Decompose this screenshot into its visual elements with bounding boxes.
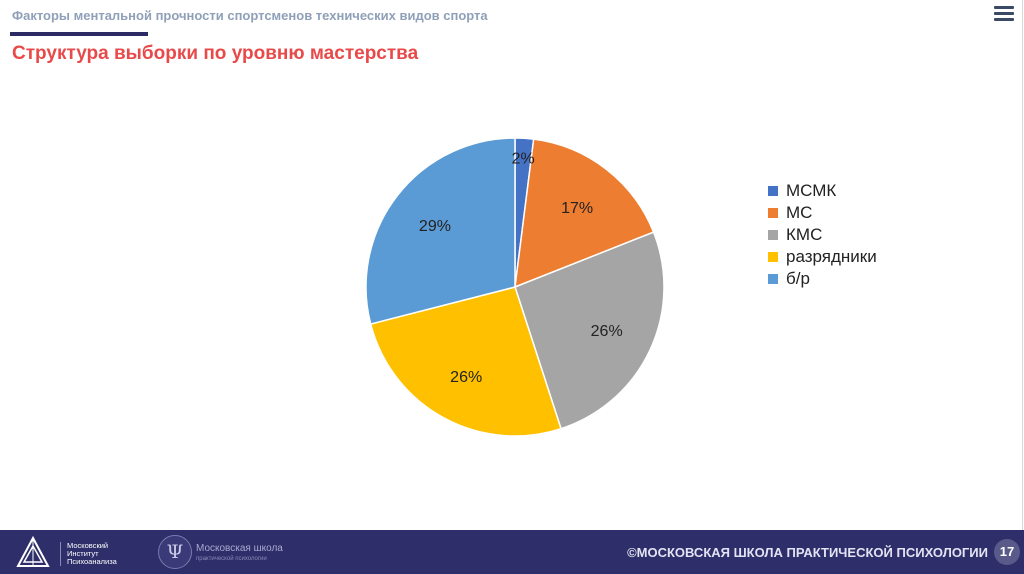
legend-swatch [768, 186, 778, 196]
slide-title: Структура выборки по уровню мастерства [12, 43, 419, 64]
legend-label: б/р [786, 269, 810, 288]
pie-data-label-4: 29% [419, 218, 451, 235]
legend-label: МС [786, 203, 813, 222]
footer: Московский Институт Психоанализа Ψ Моско… [0, 530, 1024, 574]
chart-legend: МСМК МС КМС разрядники б/р [768, 180, 877, 290]
pie-slice-2 [514, 231, 665, 430]
header-title: Факторы ментальной прочности спортсменов… [12, 8, 488, 23]
legend-item: МС [768, 202, 877, 224]
pie-data-label-3: 26% [450, 369, 482, 386]
logo1-text: Московский Институт Психоанализа [60, 542, 147, 566]
legend-swatch [768, 230, 778, 240]
pie-chart: 2% 17% 26% 26% 29% [365, 137, 665, 437]
psi-logo-icon: Ψ [158, 535, 192, 569]
pie-data-label-1: 17% [561, 200, 593, 217]
pie-data-label-2: 26% [591, 323, 623, 340]
triangle-logo-icon [16, 536, 50, 567]
copyright-text: ©МОСКОВСКАЯ ШКОЛА ПРАКТИЧЕСКОЙ ПСИХОЛОГИ… [627, 545, 988, 560]
legend-swatch [768, 252, 778, 262]
legend-swatch [768, 274, 778, 284]
legend-item: МСМК [768, 180, 877, 202]
legend-label: разрядники [786, 247, 877, 266]
logo2-text: Московская школа [196, 543, 283, 554]
legend-label: МСМК [786, 181, 837, 200]
legend-swatch [768, 208, 778, 218]
pie-slice-1 [514, 138, 655, 289]
legend-item: б/р [768, 268, 877, 290]
pie-slice-3 [369, 286, 562, 437]
pie-data-label-0: 2% [512, 151, 535, 168]
header-underline [10, 32, 148, 36]
menu-icon[interactable] [994, 6, 1014, 22]
pie-slice-4 [365, 137, 516, 325]
logo2-subtext: практической психологии [196, 556, 267, 562]
legend-item: КМС [768, 224, 877, 246]
legend-label: КМС [786, 225, 823, 244]
legend-item: разрядники [768, 246, 877, 268]
page-number: 17 [994, 539, 1020, 565]
